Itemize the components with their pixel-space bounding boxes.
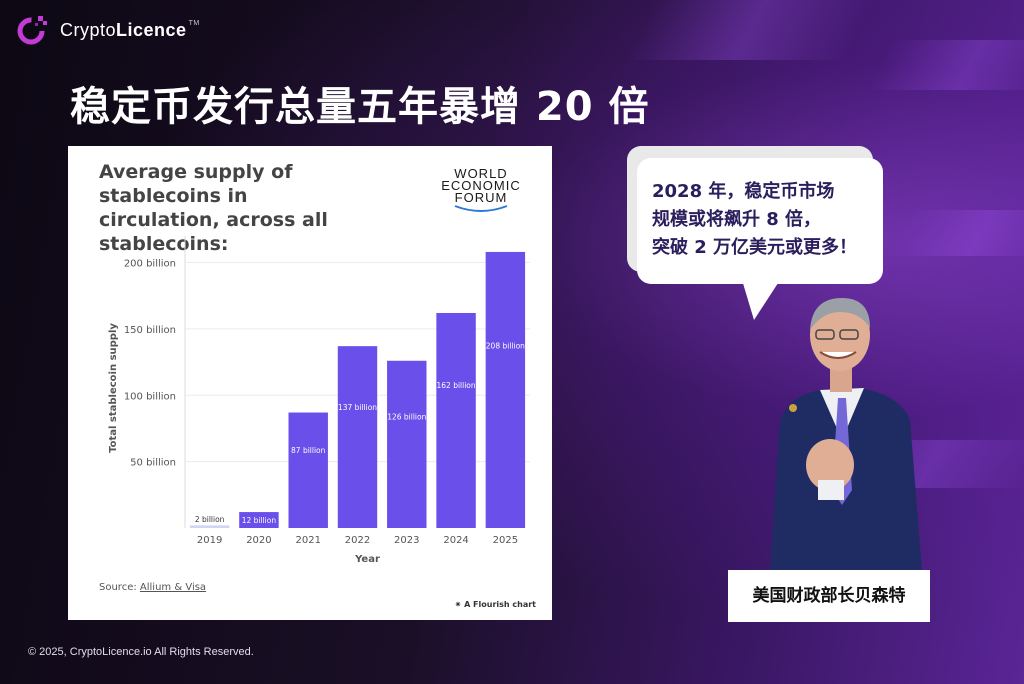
x-tick-label: 2025 — [493, 535, 518, 546]
speech-bubble-tail — [742, 280, 780, 320]
source-link[interactable]: Allium & Visa — [139, 582, 207, 593]
x-tick-label: 2019 — [197, 535, 222, 546]
x-tick-label: 2024 — [443, 535, 468, 546]
y-tick-label: 150 billion — [124, 325, 176, 336]
data-label: 137 billion — [338, 403, 377, 412]
x-tick-label: 2021 — [295, 535, 320, 546]
chart-title: Average supply of stablecoins in circula… — [99, 161, 328, 255]
x-tick-label: 2020 — [246, 535, 271, 546]
x-axis-label: Year — [354, 554, 380, 565]
flourish-credit[interactable]: ✷ A Flourish chart — [454, 600, 536, 609]
bar-2020 — [239, 512, 279, 528]
copyright-footer: © 2025, CryptoLicence.io All Rights Rese… — [28, 646, 254, 658]
x-tick-label: 2022 — [345, 535, 370, 546]
data-label: 12 billion — [242, 516, 277, 525]
x-tick-label: 2023 — [394, 535, 419, 546]
logo-icon — [16, 14, 48, 46]
speaker-photo — [760, 290, 930, 574]
bar-2024 — [436, 312, 476, 528]
bar-2022 — [337, 346, 378, 528]
chart-source: Source: Allium & Visa — [99, 582, 207, 593]
speech-bubble — [637, 158, 883, 284]
bar-chart: 50 billion 100 billion 150 billion 200 bill… — [108, 236, 530, 565]
y-tick-label: 50 billion — [130, 458, 176, 469]
data-label: 162 billion — [437, 381, 476, 390]
speaker-caption: 美国财政部长贝森特 — [728, 570, 930, 622]
brand-logo[interactable]: CryptoLicence TM — [16, 14, 200, 46]
brand-name: CryptoLicence TM — [60, 19, 200, 40]
page-title: 稳定币发行总量五年暴增 20 倍 — [70, 84, 650, 130]
y-tick-label: 100 billion — [124, 391, 176, 402]
chart-card: Average supply of stablecoins in circula… — [68, 146, 552, 620]
bar-2021 — [288, 412, 328, 528]
bar-2019 — [189, 525, 230, 528]
wef-arc-icon — [454, 205, 508, 212]
wef-logo: WORLD ECONOMIC FORUM — [436, 167, 526, 216]
data-label: 208 billion — [486, 342, 525, 351]
data-label: 2 billion — [195, 515, 225, 524]
y-tick-label: 200 billion — [124, 259, 176, 270]
data-label: 87 billion — [291, 446, 326, 455]
bar-2023 — [387, 360, 427, 528]
decor-stripe — [887, 210, 1024, 256]
decor-stripe — [624, 0, 876, 60]
bar-2025 — [485, 251, 526, 528]
decor-stripe — [866, 40, 1024, 90]
data-label: 126 billion — [387, 412, 426, 421]
speech-bubble-text: 2028 年，稳定币市场 规模或将飙升 8 倍， 突破 2 万亿美元或更多！ — [652, 181, 858, 258]
y-axis-label: Total stablecoin supply — [108, 323, 119, 453]
